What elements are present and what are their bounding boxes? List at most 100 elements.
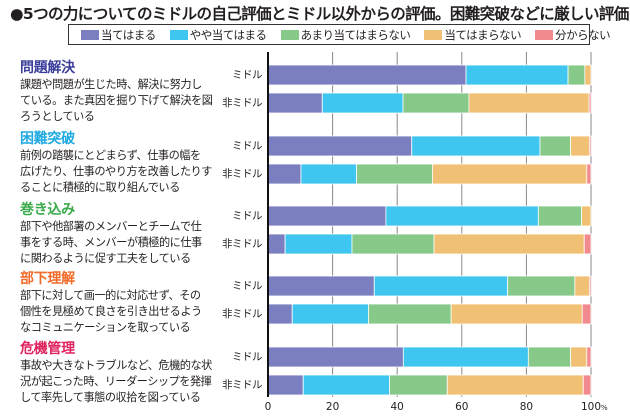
bar-segment [300, 163, 357, 185]
description-line: に関わるように促す工夫をしている [20, 252, 191, 265]
category-description: 部下に対して画一的に対応せず、その 個性を見極めて良さを引き出せるよう なコミュ… [20, 288, 250, 336]
bar-segment [267, 275, 375, 297]
category-description: 事故や大きなトラブルなど、危機的な状 況が起こった時、リーダーシップを発揮 して… [20, 358, 250, 406]
x-tick-label: 40 [390, 401, 404, 413]
x-tick-label: 0 [264, 401, 272, 413]
category-title: 部下理解 [20, 271, 75, 287]
x-tick-label: 60 [455, 401, 469, 413]
bar-segment [537, 205, 583, 227]
row-label: ミドル [232, 280, 263, 292]
description-line: 個性を見極めて良さを引き出せるよう [20, 305, 202, 318]
bar-segment [291, 303, 369, 325]
legend-swatch [535, 29, 554, 40]
bar-segment [267, 233, 286, 255]
category-title: 巻き込み [20, 202, 75, 218]
description-line: して率先して事態の収拾を図っている [20, 391, 201, 404]
description-line: 況が起こった時、リーダーシップを発揮 [20, 375, 212, 388]
bar-segment [356, 163, 433, 185]
bar-segment [567, 64, 586, 86]
bar-segment [583, 233, 592, 255]
bar-segment [267, 163, 302, 185]
category-subordinate-understanding: 部下理解 部下に対して画一的に対応せず、その 個性を見極めて良さを引き出せるよう… [20, 271, 250, 336]
bar-segment [539, 135, 572, 157]
description-line: ろうとしている [20, 110, 95, 123]
description-line: 事故や大きなトラブルなど、危機的な状 [20, 359, 212, 372]
bar-segment [507, 275, 576, 297]
legend-item-3: あまり当てはまらない [280, 27, 411, 43]
bar-segment [373, 275, 509, 297]
legend-label: 当てはまらない [444, 27, 522, 42]
legend-item-1: 当てはまる [81, 27, 156, 43]
category-crisis-management: 危機管理 事故や大きなトラブルなど、危機的な状 況が起こった時、リーダーシップを… [20, 341, 250, 406]
description-line: 課題や問題が生じた時、解決に努力し [20, 78, 202, 91]
bar-segment [433, 233, 585, 255]
category-description: 前例の踏襲にとどまらず、仕事の幅を 広げたり、仕事のやり方を改善したりす ること… [20, 148, 250, 196]
bar-segment [385, 205, 539, 227]
description-line: ている。また真因を掘り下げて解決を図 [20, 94, 213, 107]
legend-swatch [169, 29, 188, 40]
legend-item-4: 当てはまらない [424, 27, 522, 43]
bar-segment [468, 92, 590, 114]
legend-swatch [81, 29, 99, 40]
description-line: 広げたり、仕事のやり方を改善したりす [20, 165, 212, 178]
bar-segment [267, 92, 323, 114]
bar-segment [368, 303, 452, 325]
category-breakthrough: 困難突破 前例の踏襲にとどまらず、仕事の幅を 広げたり、仕事のやり方を改善したり… [20, 131, 250, 196]
bar-segment [582, 374, 592, 396]
legend-item-2: やや当てはまる [169, 27, 267, 43]
bar-segment [570, 135, 590, 157]
bar-segment [389, 374, 448, 396]
bar-segment [588, 275, 592, 297]
description-line: 前例の踏襲にとどまらず、仕事の幅を [20, 149, 201, 162]
category-problem-solving: 問題解決 課題や問題が生じた時、解決に努力し ている。また真因を掘り下げて解決を… [20, 60, 250, 125]
category-description: 部下や他部署のメンバーとチームで仕 事をする時、メンバーが積極的に仕事 に関わる… [20, 219, 250, 267]
bar-segment [402, 92, 470, 114]
bar-segment [527, 346, 572, 368]
legend-label: 分からない [555, 27, 611, 42]
bar-segment [450, 303, 583, 325]
row-label: 非ミドル [222, 379, 263, 391]
bar-segment [267, 346, 404, 368]
bar-segment [570, 346, 588, 368]
category-involvement: 巻き込み 部下や他部署のメンバーとチームで仕 事をする時、メンバーが積極的に仕事… [20, 202, 250, 267]
category-title: 問題解決 [20, 60, 75, 76]
legend-swatch [280, 29, 299, 40]
description-line: 部下に対して画一的に対応せず、その [20, 289, 201, 302]
bar-segment [302, 374, 390, 396]
bar-segment [586, 163, 592, 185]
bar-segment [432, 163, 588, 185]
legend-label: 当てはまる [101, 27, 156, 42]
row-label: 非ミドル [222, 97, 263, 109]
legend-label: やや当てはまる [189, 27, 267, 42]
bar-segment [321, 92, 404, 114]
description-line: なコミュニケーションを取っている [20, 321, 191, 334]
description-line: 事をする時、メンバーが積極的に仕事 [20, 236, 202, 249]
row-label: 非ミドル [222, 308, 263, 320]
row-label: ミドル [232, 69, 263, 81]
row-label: ミドル [232, 210, 263, 222]
row-label: ミドル [232, 351, 263, 363]
bar-segment [588, 92, 592, 114]
x-tick-label: 80 [519, 401, 534, 413]
x-tick-label: 20 [325, 401, 340, 413]
bar-segment [267, 64, 467, 86]
x-tick-label: 100% [581, 401, 608, 413]
x-unit-label: % [601, 404, 608, 412]
bar-segment [446, 374, 584, 396]
row-label: 非ミドル [222, 238, 263, 250]
category-title: 危機管理 [20, 341, 75, 357]
legend-label: あまり当てはまらない [300, 27, 411, 42]
legend-swatch [424, 29, 443, 40]
row-label: ミドル [232, 140, 263, 152]
bar-segment [402, 346, 529, 368]
description-line: 部下や他部署のメンバーとチームで仕 [20, 220, 202, 233]
bar-segment [267, 135, 413, 157]
chart-legend: 当てはまる やや当てはまる あまり当てはまらない 当てはまらない 分からない [68, 24, 611, 45]
row-label: 非ミドル [222, 168, 263, 180]
category-title: 困難突破 [20, 131, 75, 147]
bar-segment [267, 205, 387, 227]
bar-segment [584, 64, 592, 86]
bar-segment [586, 346, 592, 368]
bar-segment [465, 64, 569, 86]
